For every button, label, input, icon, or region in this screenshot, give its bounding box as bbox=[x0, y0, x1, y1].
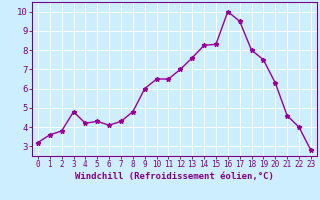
X-axis label: Windchill (Refroidissement éolien,°C): Windchill (Refroidissement éolien,°C) bbox=[75, 172, 274, 181]
